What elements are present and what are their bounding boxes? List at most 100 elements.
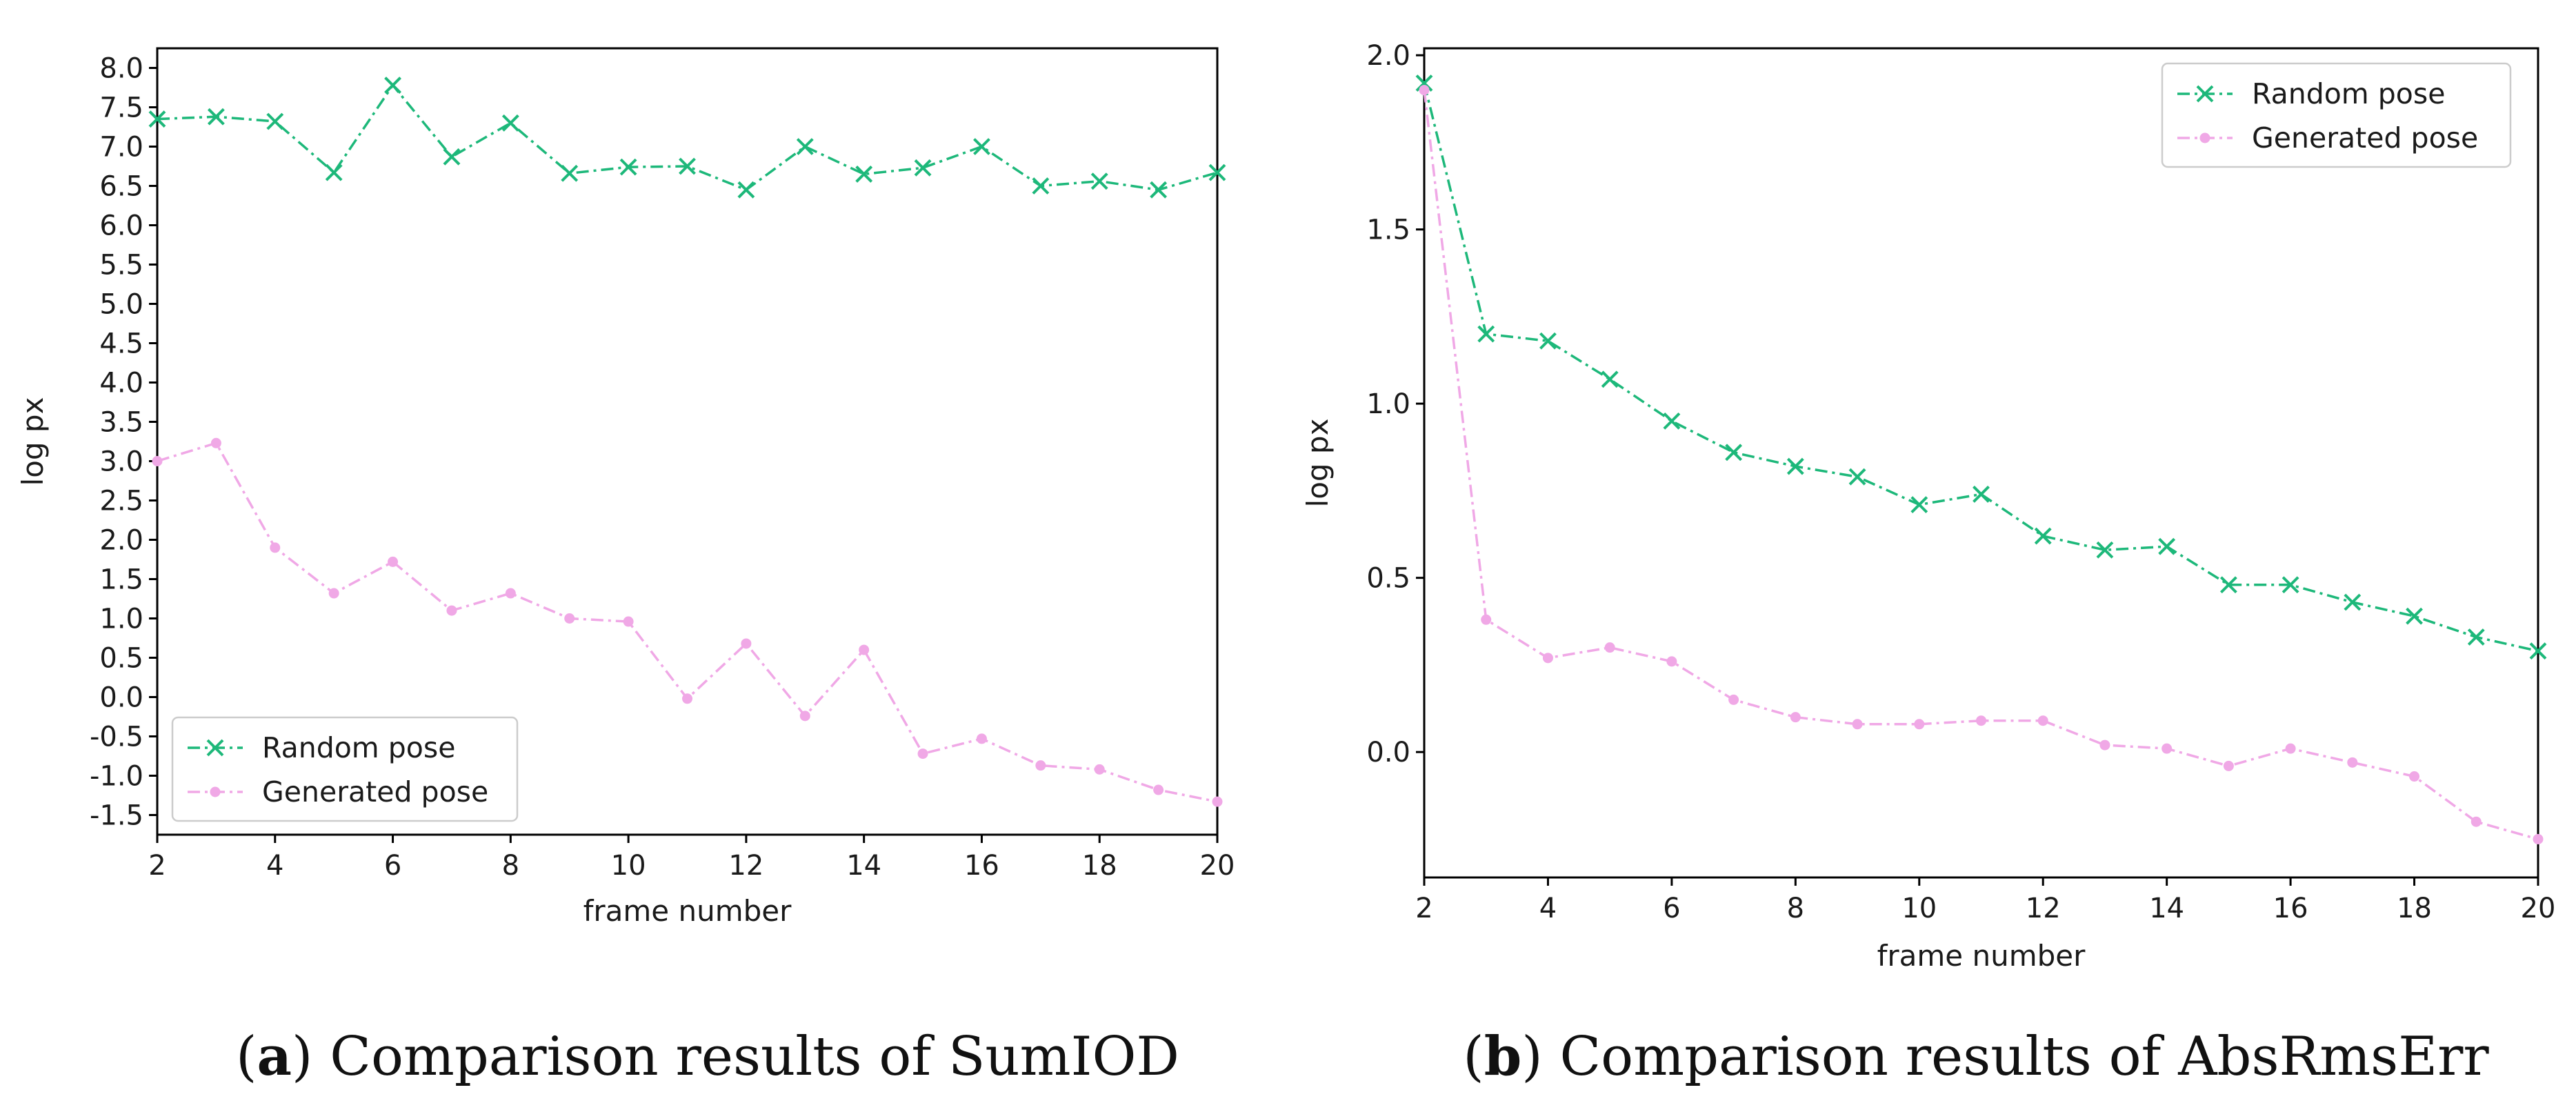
y-tick-label: 0.5	[1366, 563, 1410, 595]
data-point	[1539, 332, 1557, 350]
legend: Random pose Generated pose	[171, 716, 519, 822]
y-tick-label: 1.0	[1366, 388, 1410, 420]
x-tick-label: 4	[266, 850, 283, 882]
x-tick-label: 2	[1415, 893, 1432, 924]
data-point	[446, 605, 457, 616]
data-point	[917, 748, 928, 759]
data-point	[855, 165, 873, 183]
data-point	[505, 588, 516, 599]
data-point	[2409, 771, 2420, 782]
data-point	[2223, 760, 2234, 771]
series-generated-pose	[152, 437, 1223, 807]
data-point	[682, 693, 692, 704]
data-point	[1035, 760, 1046, 771]
data-point	[1208, 163, 1226, 181]
x-tick-label: 10	[1901, 893, 1937, 924]
y-tick-label: -1.5	[90, 800, 143, 832]
y-tick-label: 4.5	[99, 328, 143, 360]
data-point	[1415, 75, 1433, 92]
data-point	[266, 112, 284, 130]
y-tick-label: 1.5	[99, 564, 143, 596]
y-axis-label: log px	[1301, 419, 1335, 508]
data-point	[2158, 537, 2176, 555]
legend-swatch-marker	[2199, 132, 2210, 143]
legend-swatch-marker	[206, 739, 224, 757]
x-tick-label: 8	[1787, 893, 1804, 924]
x-tick-label: 8	[502, 850, 519, 882]
y-tick-label: 1.5	[1366, 215, 1410, 246]
data-point	[270, 542, 281, 553]
legend: Random pose Generated pose	[2161, 62, 2512, 168]
x-tick-label: 20	[1200, 850, 1235, 882]
data-point	[1542, 653, 1553, 664]
data-point	[1150, 181, 1168, 199]
data-point	[328, 588, 339, 599]
y-tick-label: 7.5	[99, 92, 143, 124]
data-point	[501, 114, 519, 132]
x-tick-label: 18	[2397, 893, 2432, 924]
caption-a-text: Comparison results of SumIOD	[330, 1026, 1179, 1088]
y-tick-label: 2.5	[99, 486, 143, 517]
x-tick-label: 12	[728, 850, 763, 882]
caption-b-text: Comparison results of AbsRmsErr	[1559, 1026, 2489, 1088]
data-point	[1663, 412, 1681, 430]
series-line	[1423, 90, 2539, 841]
data-point	[564, 613, 575, 624]
y-tick-label: 5.5	[99, 250, 143, 281]
legend-swatch-marker	[2196, 85, 2214, 103]
data-point	[2533, 833, 2544, 844]
x-tick-label: 4	[1539, 893, 1557, 924]
data-point	[679, 157, 696, 175]
data-point	[737, 181, 755, 199]
data-point	[1973, 486, 1990, 503]
data-point	[1481, 614, 1492, 625]
y-tick-label: 6.0	[99, 210, 143, 242]
data-point	[207, 108, 225, 126]
data-point	[1976, 715, 1986, 726]
series-generated-pose	[1419, 85, 2544, 844]
y-tick-label: 2.0	[1366, 40, 1410, 72]
data-point	[1477, 325, 1495, 343]
data-point	[914, 159, 932, 177]
x-tick-label: 6	[384, 850, 401, 882]
legend-label: Random pose	[262, 731, 455, 764]
data-point	[1090, 172, 1108, 190]
data-point	[2219, 576, 2237, 594]
data-point	[210, 437, 221, 448]
x-tick-label: 16	[2273, 893, 2308, 924]
data-point	[1725, 444, 1743, 461]
data-point	[2344, 593, 2362, 611]
x-tick-label: 2	[148, 850, 166, 882]
data-point	[1153, 784, 1164, 795]
chart-panel-b: 2 4 6 8 10 12 14 16 18 20 0.0 0.5 1.0 1.5 2.0 frame num…	[1301, 40, 2555, 973]
y-tick-label: 0.5	[99, 643, 143, 675]
data-point	[1852, 719, 1863, 730]
x-tick-label: 16	[964, 850, 999, 882]
plot-frame	[1423, 47, 2539, 879]
chart-panel-a: 2 4 6 8 10 12 14 16 18 20 -1.5 -1.0 -0.5 0.0 0.5 1.0 1.5…	[16, 47, 1235, 928]
data-point	[1604, 642, 1615, 653]
legend-box	[2161, 62, 2512, 168]
data-point	[2347, 757, 2358, 768]
x-tick-label: 6	[1663, 893, 1680, 924]
data-point	[561, 164, 579, 182]
data-point	[976, 733, 987, 744]
data-point	[1212, 796, 1223, 807]
data-point	[388, 556, 399, 567]
series-random-pose	[148, 77, 1226, 199]
caption-a-letter: a	[257, 1025, 292, 1088]
data-point	[2099, 739, 2110, 751]
data-point	[2161, 743, 2173, 754]
x-tick-label: 10	[611, 850, 646, 882]
data-point	[148, 110, 166, 128]
data-point	[1094, 764, 1105, 775]
data-point	[2406, 607, 2423, 625]
data-point	[443, 148, 461, 166]
x-axis-label: frame number	[583, 894, 792, 928]
data-point	[2285, 743, 2296, 754]
y-axis-label: log px	[16, 397, 50, 486]
x-tick-label: 14	[846, 850, 881, 882]
y-tick-label: 7.0	[99, 132, 143, 163]
data-point	[741, 638, 752, 649]
